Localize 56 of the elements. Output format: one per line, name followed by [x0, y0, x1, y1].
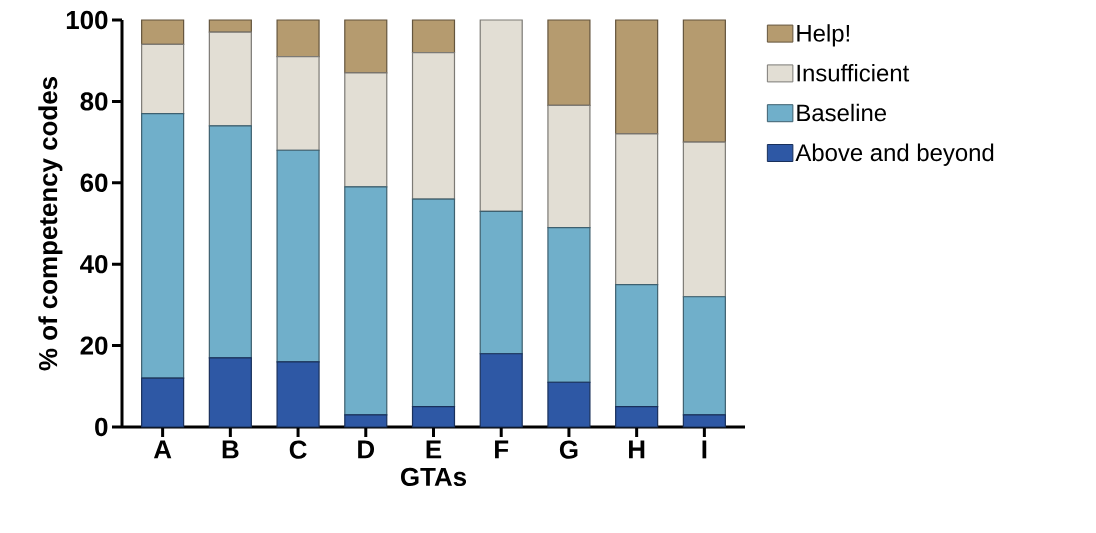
y-axis-title: % of competency codes — [38, 77, 63, 371]
x-tick-label: D — [358, 440, 375, 459]
bar — [547, 226, 591, 383]
y-tick-label: 40 — [80, 255, 108, 274]
bar — [615, 406, 659, 428]
bar — [208, 31, 252, 127]
bar — [208, 125, 252, 359]
bar — [411, 19, 456, 54]
legend-label: Help! — [797, 24, 850, 47]
bar — [479, 19, 523, 212]
bar — [276, 361, 320, 428]
bar — [547, 19, 591, 107]
bar — [276, 56, 320, 151]
x-tick-label: E — [426, 440, 442, 459]
bar — [682, 296, 726, 416]
y-tick-label: 100 — [66, 10, 108, 30]
bar — [615, 19, 659, 135]
bar — [141, 19, 185, 46]
bar — [682, 414, 726, 428]
bar — [276, 19, 320, 58]
bar — [411, 406, 456, 428]
bar — [344, 72, 388, 188]
x-axis-title: GTAs — [400, 467, 467, 487]
bar — [141, 43, 185, 115]
bar — [682, 141, 726, 298]
x-tick-label: F — [495, 440, 509, 459]
bar — [615, 283, 659, 408]
bar — [208, 19, 252, 33]
bar — [411, 198, 456, 408]
bar — [344, 186, 388, 416]
bar — [344, 414, 388, 428]
bar — [141, 377, 185, 428]
x-tick-label: H — [629, 440, 645, 459]
bar — [411, 51, 456, 200]
bar — [615, 133, 659, 286]
legend-label: Insufficient — [797, 63, 910, 82]
x-tick-label: A — [153, 440, 172, 459]
x-tick-label: G — [559, 440, 578, 459]
y-tick-label: 80 — [80, 92, 108, 111]
x-tick-label: C — [289, 440, 307, 459]
x-tick-label: I — [702, 440, 707, 459]
bar — [479, 353, 523, 428]
y-tick-label: 60 — [80, 173, 108, 192]
y-tick-label: 20 — [80, 336, 108, 355]
x-tick-label: B — [222, 440, 239, 459]
bar — [141, 113, 185, 379]
bar — [344, 19, 388, 74]
bar — [682, 19, 726, 143]
bar — [479, 210, 523, 355]
bar — [547, 104, 591, 229]
bar — [208, 357, 252, 428]
bar — [276, 149, 320, 363]
legend-label: Above and beyond — [795, 143, 994, 166]
y-tick-label: 0 — [95, 417, 108, 437]
bar — [547, 381, 591, 428]
legend-label: Baseline — [797, 103, 887, 122]
